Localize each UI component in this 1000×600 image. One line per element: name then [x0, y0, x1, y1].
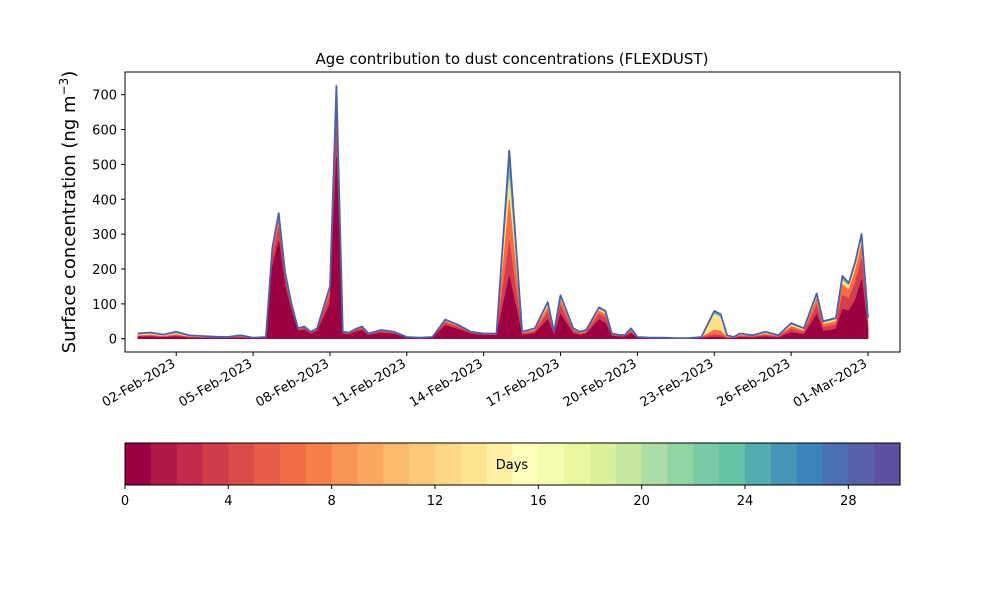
y-axis-label-close: )	[59, 71, 80, 78]
colorbar-cell-25	[770, 443, 798, 485]
colorbar-tick-label-20: 20	[633, 494, 650, 509]
colorbar-cell-5	[254, 443, 281, 485]
y-tick-label-500: 500	[92, 158, 117, 173]
colorbar-cell-17	[564, 443, 591, 485]
colorbar-cell-23	[719, 443, 746, 485]
colorbar-cell-15	[512, 443, 539, 485]
colorbar-cell-12	[435, 443, 462, 485]
colorbar: Days 0 4 8 12 16 20 24 28	[121, 442, 901, 509]
y-axis-label-main: Surface concentration (ng m	[59, 95, 80, 353]
colorbar-cell-24	[745, 443, 772, 485]
y-axis-label-sup: −3	[57, 78, 71, 96]
colorbar-cell-19	[615, 443, 643, 485]
area-band-4d	[137, 115, 869, 339]
x-tick-label-2023-02-08: 08-Feb-2023	[253, 356, 332, 410]
plot-frame	[124, 71, 901, 353]
colorbar-ticks: 0 4 8 12 16 20 24 28	[121, 485, 857, 509]
colorbar-cell-20	[641, 443, 669, 485]
y-axis-label: Surface concentration (ng m−3)	[57, 71, 80, 354]
x-tick-label-2023-02-02: 02-Feb-2023	[100, 356, 179, 410]
colorbar-tick-label-28: 28	[840, 494, 857, 509]
colorbar-cell-7	[305, 443, 333, 485]
x-tick-label-2023-02-17: 17-Feb-2023	[484, 356, 563, 410]
colorbar-cell-29	[874, 443, 901, 485]
colorbar-cell-14	[486, 443, 514, 485]
colorbar-tick-label-12: 12	[427, 494, 444, 509]
colorbar-cells	[125, 443, 901, 485]
y-tick-label-0: 0	[109, 333, 117, 348]
x-tick-label-2023-02-26: 26-Feb-2023	[715, 356, 794, 410]
y-tick-label-400: 400	[92, 193, 117, 208]
colorbar-cell-2	[176, 443, 204, 485]
x-tick-label-2023-02-11: 11-Feb-2023	[330, 356, 409, 410]
colorbar-cell-3	[202, 443, 229, 485]
x-tick-label-2023-02-14: 14-Feb-2023	[407, 356, 486, 410]
y-tick-label-100: 100	[92, 298, 117, 313]
x-tick-label-2023-02-23: 23-Feb-2023	[638, 356, 717, 410]
y-axis: 0 100 200 300 400 500 600 700	[92, 89, 125, 348]
colorbar-cell-22	[693, 443, 720, 485]
colorbar-cell-4	[228, 443, 255, 485]
colorbar-cell-9	[357, 443, 384, 485]
colorbar-cell-18	[590, 443, 617, 485]
colorbar-cell-16	[538, 443, 565, 485]
colorbar-label: Days	[496, 458, 529, 473]
total-line	[137, 85, 869, 339]
colorbar-cell-10	[383, 443, 410, 485]
colorbar-cell-28	[848, 443, 875, 485]
colorbar-cell-27	[822, 443, 849, 485]
y-tick-label-300: 300	[92, 228, 117, 243]
colorbar-tick-label-0: 0	[121, 494, 129, 509]
colorbar-cell-26	[796, 443, 824, 485]
colorbar-tick-label-16: 16	[530, 494, 547, 509]
total-line-group	[137, 85, 869, 339]
x-tick-label-2023-02-05: 05-Feb-2023	[177, 356, 256, 410]
y-tick-label-700: 700	[92, 89, 117, 104]
colorbar-frame	[124, 442, 901, 486]
colorbar-cell-13	[460, 443, 488, 485]
plot-area	[124, 71, 901, 353]
chart-title: Age contribution to dust concentrations …	[316, 50, 709, 68]
colorbar-tick-label-24: 24	[737, 494, 754, 509]
area-band-1d	[137, 157, 869, 339]
y-tick-label-600: 600	[92, 124, 117, 139]
colorbar-tick-label-8: 8	[328, 494, 336, 509]
colorbar-cell-8	[331, 443, 359, 485]
area-bands	[137, 87, 869, 339]
colorbar-tick-label-4: 4	[224, 494, 232, 509]
x-tick-label-2023-03-01: 01-Mar-2023	[791, 356, 870, 410]
x-tick-label-2023-02-20: 20-Feb-2023	[561, 356, 640, 410]
colorbar-cell-1	[150, 443, 178, 485]
x-axis: 02-Feb-202305-Feb-202308-Feb-202311-Feb-…	[100, 352, 870, 411]
colorbar-cell-6	[280, 443, 307, 485]
colorbar-cell-0	[125, 443, 152, 485]
y-tick-label-200: 200	[92, 263, 117, 278]
colorbar-cell-21	[667, 443, 694, 485]
colorbar-cell-11	[409, 443, 436, 485]
